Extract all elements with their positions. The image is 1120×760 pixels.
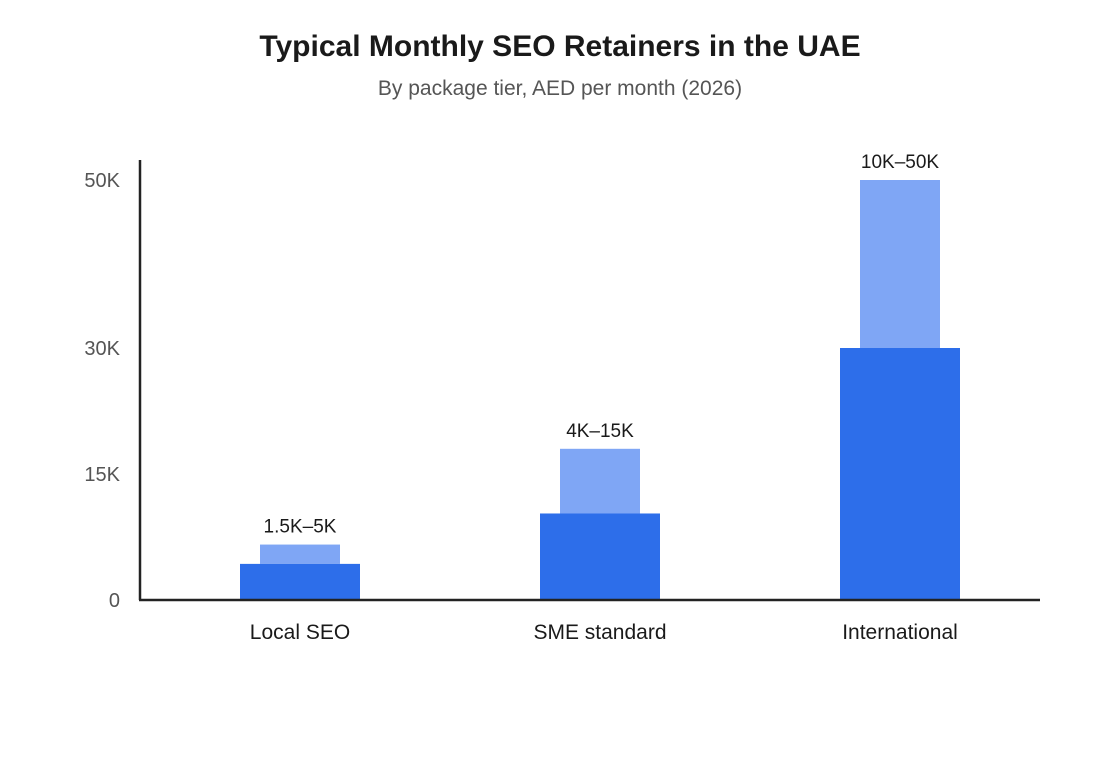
- bar-base-2: [840, 348, 960, 600]
- bar-upper-0: [260, 544, 340, 564]
- chart-subtitle: By package tier, AED per month (2026): [378, 77, 742, 100]
- y-tick-label-3: 50K: [84, 170, 120, 192]
- data-labels-layer: 1.5K–5K 4K–15K 10K–50K: [264, 152, 940, 538]
- data-label-1: 4K–15K: [566, 421, 634, 442]
- bar-upper-1: [560, 448, 640, 514]
- data-label-2: 10K–50K: [861, 152, 940, 173]
- bar-base-1: [540, 513, 660, 600]
- bars-layer: [240, 180, 960, 600]
- bar-upper-2: [860, 180, 940, 348]
- x-tick-label-1: SME standard: [533, 621, 666, 644]
- bar-base-0: [240, 563, 360, 600]
- x-axis-ticks: Local SEO SME standard International: [250, 621, 958, 644]
- y-tick-label-1: 15K: [84, 464, 120, 486]
- y-tick-label-0: 0: [109, 590, 120, 612]
- data-label-0: 1.5K–5K: [264, 517, 337, 538]
- y-axis-ticks: 0 15K 30K 50K: [84, 170, 120, 612]
- y-tick-label-2: 30K: [84, 338, 120, 360]
- x-tick-label-2: International: [842, 621, 958, 644]
- x-tick-label-0: Local SEO: [250, 621, 350, 644]
- chart-title: Typical Monthly SEO Retainers in the UAE: [259, 30, 860, 63]
